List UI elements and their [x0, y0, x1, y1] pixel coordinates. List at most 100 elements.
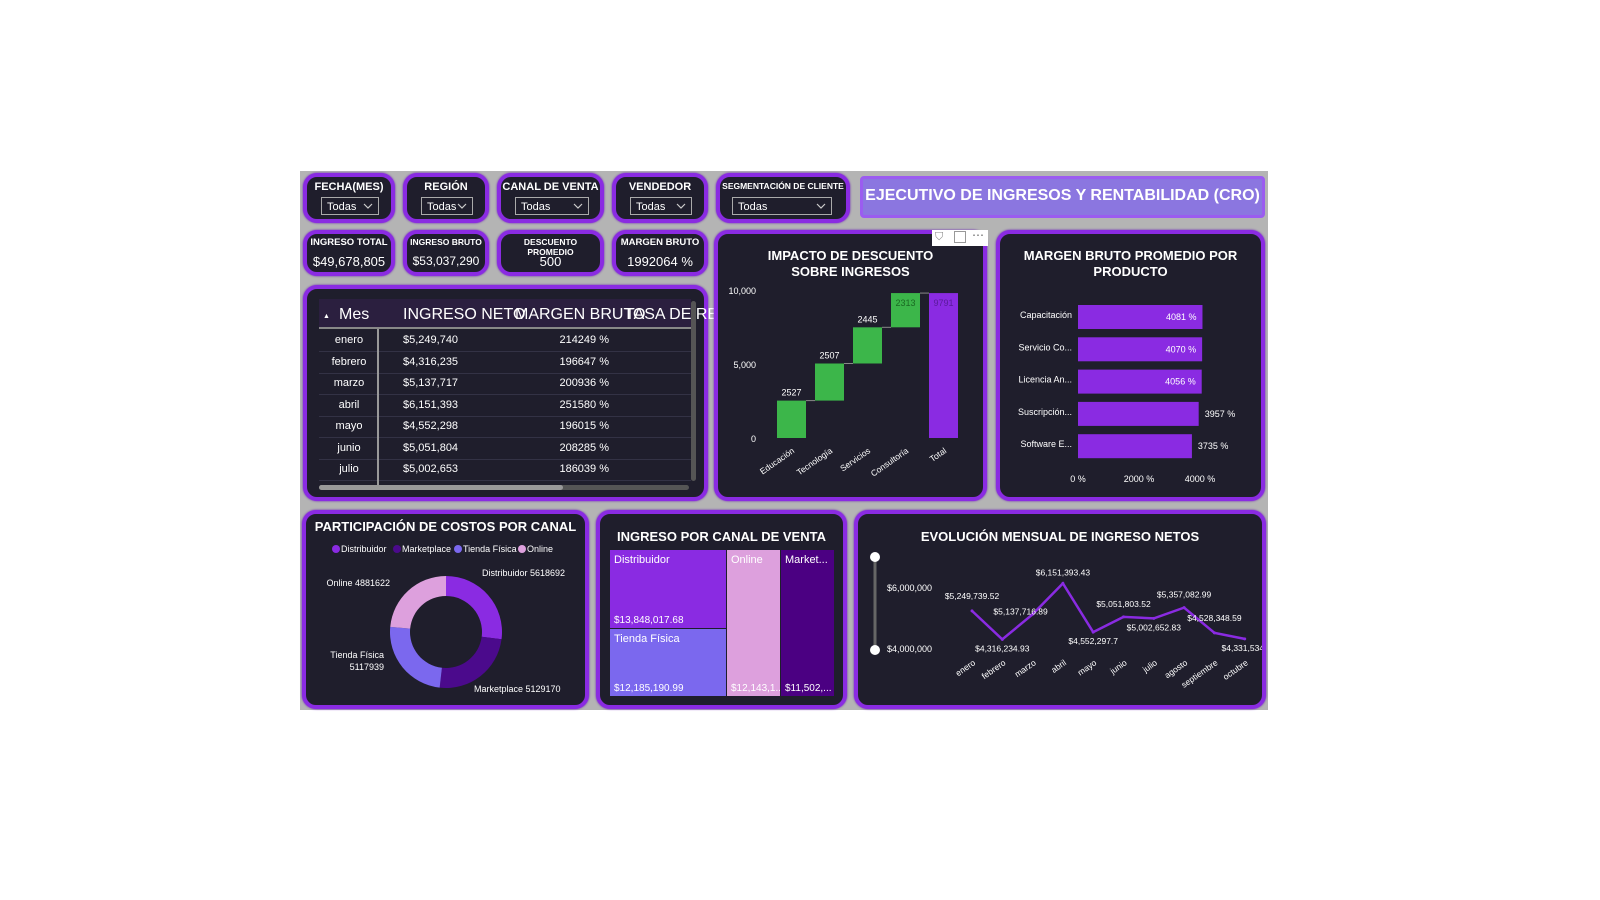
dropdown-value: Todas [521, 201, 551, 213]
column-header-tasa[interactable]: TASA DE RETE [625, 306, 739, 323]
vendedor-dropdown[interactable]: Todas [630, 197, 692, 215]
y-tick-label: $4,000,000 [887, 644, 932, 654]
chart-title: IMPACTO DE DESCUENTO SOBRE INGRESOS [767, 248, 934, 279]
table-row[interactable]: febrero $4,316,235 196647 % [319, 352, 691, 374]
y-tick-label: 0 [751, 434, 756, 444]
kpi-label: INGRESO TOTAL [310, 237, 388, 248]
column-header-margen-bruto[interactable]: MARGEN BRUTO [515, 306, 646, 323]
canal-dropdown[interactable]: Todas [515, 197, 589, 215]
monthly-table: ▲ Mes INGRESO NETO MARGEN BRUTO TASA DE … [303, 285, 739, 501]
table-header: ▲ Mes INGRESO NETO MARGEN BRUTO TASA DE … [319, 299, 739, 329]
filter-vendedor: VENDEDOR Todas [612, 173, 708, 223]
table-row[interactable]: julio $5,002,653 186039 % [319, 459, 691, 481]
visual-header-toolbar: ⛉ ⋯ [932, 228, 988, 246]
cell-ingreso-neto: $6,151,393 [403, 398, 459, 411]
chevron-down-icon [816, 203, 826, 209]
vertical-scrollbar[interactable] [691, 301, 696, 481]
column-header-mes[interactable]: Mes [339, 306, 370, 323]
data-label: 3957 % [1205, 409, 1236, 419]
kpi-ingreso-total: INGRESO TOTAL $49,678,805 [303, 230, 395, 276]
filter-segmentacion: SEGMENTACIÓN DE CLIENTE Todas [716, 173, 850, 223]
bar [1078, 401, 1199, 426]
kpi-ingreso-bruto: INGRESO BRUTO $53,037,290 [403, 230, 489, 276]
table-row[interactable]: abril $6,151,393 251580 % [319, 395, 691, 417]
fecha-dropdown[interactable]: Todas [321, 197, 379, 215]
cell-mes: julio [339, 463, 359, 475]
slice-label: Online 4881622 [326, 578, 390, 588]
more-options-icon[interactable]: ⋯ [972, 228, 984, 242]
data-label: 2445 [857, 314, 877, 324]
treemap-tile-tienda-fisica[interactable]: Tienda Física $12,185,190.99 [610, 628, 726, 696]
waterfall-chart: 0 5,000 10,000 2527 Educación 2507 Tecnología 2… [728, 286, 958, 479]
sort-ascending-icon[interactable]: ▲ [323, 313, 330, 320]
table-row[interactable]: junio $5,051,804 208285 % [319, 438, 691, 460]
data-point [1212, 631, 1216, 635]
data-point [1000, 637, 1004, 641]
data-label: 3735 % [1198, 441, 1229, 451]
kpi-value: $49,678,805 [312, 254, 386, 269]
tile-value: $12,143,1... [731, 683, 780, 694]
range-slider-handle-bottom[interactable] [870, 645, 880, 655]
x-tick-label: junio [1107, 657, 1128, 676]
filter-region: REGIÓN Todas [403, 173, 489, 223]
column-header-ingreso-neto[interactable]: INGRESO NETO [403, 306, 526, 323]
data-label: $4,552,297.7 [1068, 636, 1118, 646]
filter-icon[interactable]: ⛉ [935, 231, 944, 243]
cell-margen-bruto: 214249 % [559, 334, 609, 346]
kpi-margen-bruto: MARGEN BRUTO 1992064 % [612, 230, 708, 276]
cell-mes: abril [338, 398, 360, 411]
kpi-label: MARGEN BRUTO [620, 237, 700, 248]
data-label: $5,249,739.52 [945, 591, 1000, 601]
treemap-tile-distribuidor[interactable]: Distribuidor $13,848,017.68 [610, 550, 726, 628]
y-tick-label: 5,000 [733, 360, 756, 370]
slice-label: Marketplace 5129170 [474, 684, 561, 694]
legend-label: Distribuidor [341, 544, 387, 554]
page-title: EJECUTIVO DE INGRESOS Y RENTABILIDAD (CR… [860, 176, 1265, 218]
donut-slice [446, 576, 502, 640]
focus-mode-icon[interactable] [954, 231, 966, 243]
table-row[interactable]: enero $5,249,740 214249 % [319, 330, 691, 352]
legend-label: Marketplace [402, 544, 451, 554]
line-chart-card: EVOLUCIÓN MENSUAL DE INGRESO NETOS $4,00… [854, 510, 1266, 709]
data-point [1061, 581, 1065, 585]
waterfall-bar [777, 400, 806, 438]
filter-canal: CANAL DE VENTA Todas [497, 173, 604, 223]
x-tick-label: marzo [1013, 657, 1038, 679]
bar [1078, 337, 1203, 362]
legend-label: Online [527, 544, 553, 554]
dropdown-value: Todas [327, 201, 357, 213]
horizontal-scrollbar[interactable] [319, 485, 689, 490]
data-label: $5,002,652.83 [1127, 622, 1182, 632]
filter-label: REGIÓN [424, 181, 468, 193]
dashboard: FECHA(MES) Todas REGIÓN Todas CANAL DE V… [300, 171, 1268, 710]
range-slider-handle-top[interactable] [870, 552, 880, 562]
filter-label: VENDEDOR [628, 181, 692, 193]
bar [1078, 369, 1202, 394]
table-row[interactable]: marzo $5,137,717 200936 % [319, 373, 691, 395]
segmentacion-dropdown[interactable]: Todas [732, 197, 832, 215]
series-line [971, 581, 1245, 642]
table-row[interactable]: mayo $4,552,298 196015 % [319, 416, 691, 438]
category-label: Software E... [1020, 439, 1072, 449]
legend-marker [518, 545, 526, 553]
donut-chart-card: PARTICIPACIÓN DE COSTOS POR CANAL Distri… [302, 510, 589, 709]
tile-label: Tienda Física [614, 633, 680, 645]
data-label: 2527 [781, 388, 801, 398]
dropdown-value: Todas [636, 201, 666, 213]
treemap-card: INGRESO POR CANAL DE VENTA Distribuidor $… [596, 510, 847, 709]
treemap-tile-online[interactable]: Online $12,143,1... [727, 550, 780, 696]
treemap-tile-marketplace[interactable]: Market... $11,502,... [781, 550, 834, 696]
x-tick-label: 2000 % [1124, 474, 1155, 484]
tile-label: Distribuidor [614, 554, 670, 566]
donut-slice [390, 576, 446, 629]
cell-margen-bruto: 186039 % [559, 463, 609, 475]
cell-margen-bruto: 208285 % [559, 441, 609, 454]
tile-label: Online [731, 554, 763, 566]
cell-mes: junio [337, 441, 361, 454]
x-tick-label: Servicios [838, 445, 872, 473]
cell-mes: febrero [331, 355, 367, 368]
region-dropdown[interactable]: Todas [421, 197, 473, 215]
slice-value: 5117939 [350, 662, 384, 672]
tile-value: $12,185,190.99 [614, 683, 684, 694]
y-tick-label: $6,000,000 [887, 583, 932, 593]
